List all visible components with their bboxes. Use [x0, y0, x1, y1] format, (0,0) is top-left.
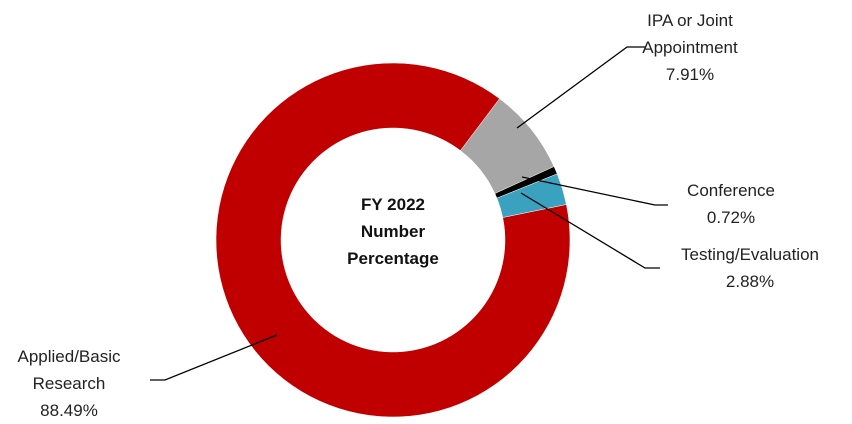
value-label: 88.49%	[40, 401, 98, 420]
donut-slice	[215, 62, 571, 418]
slice-label: Applied/Basic Research 88.49%	[9, 343, 129, 424]
slice-label: Testing/Evaluation 2.88%	[655, 241, 845, 295]
leader-line	[520, 192, 660, 269]
category-label: Applied/Basic Research	[17, 347, 121, 393]
value-label: 2.88%	[725, 272, 775, 291]
category-label: Testing/Evaluation	[681, 245, 819, 264]
slice-label: IPA or Joint Appointment 7.91%	[635, 7, 745, 88]
value-label: 7.91%	[665, 65, 715, 84]
category-label: Conference	[687, 181, 775, 200]
value-label: 0.72%	[706, 208, 756, 227]
category-label: IPA or Joint Appointment	[642, 11, 738, 57]
center-title: FY 2022 Number Percentage	[347, 195, 439, 268]
slice-label: Conference 0.72%	[661, 177, 801, 231]
leader-line	[150, 334, 278, 381]
leader-line	[516, 46, 645, 129]
leader-line	[521, 176, 668, 206]
